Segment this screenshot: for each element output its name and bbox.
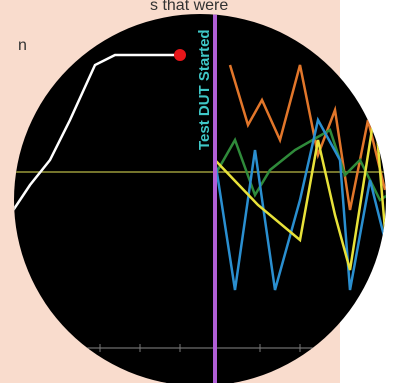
body-text: s that were bbox=[150, 0, 228, 14]
event-label: Test DUT Started bbox=[196, 29, 213, 150]
orange-trace bbox=[228, 64, 386, 211]
marker bbox=[368, 278, 376, 286]
yellow-trace bbox=[214, 109, 386, 271]
end-marker bbox=[174, 49, 186, 61]
body-text: n bbox=[18, 37, 27, 54]
profile-line bbox=[14, 53, 180, 216]
blue-trace bbox=[213, 116, 386, 291]
